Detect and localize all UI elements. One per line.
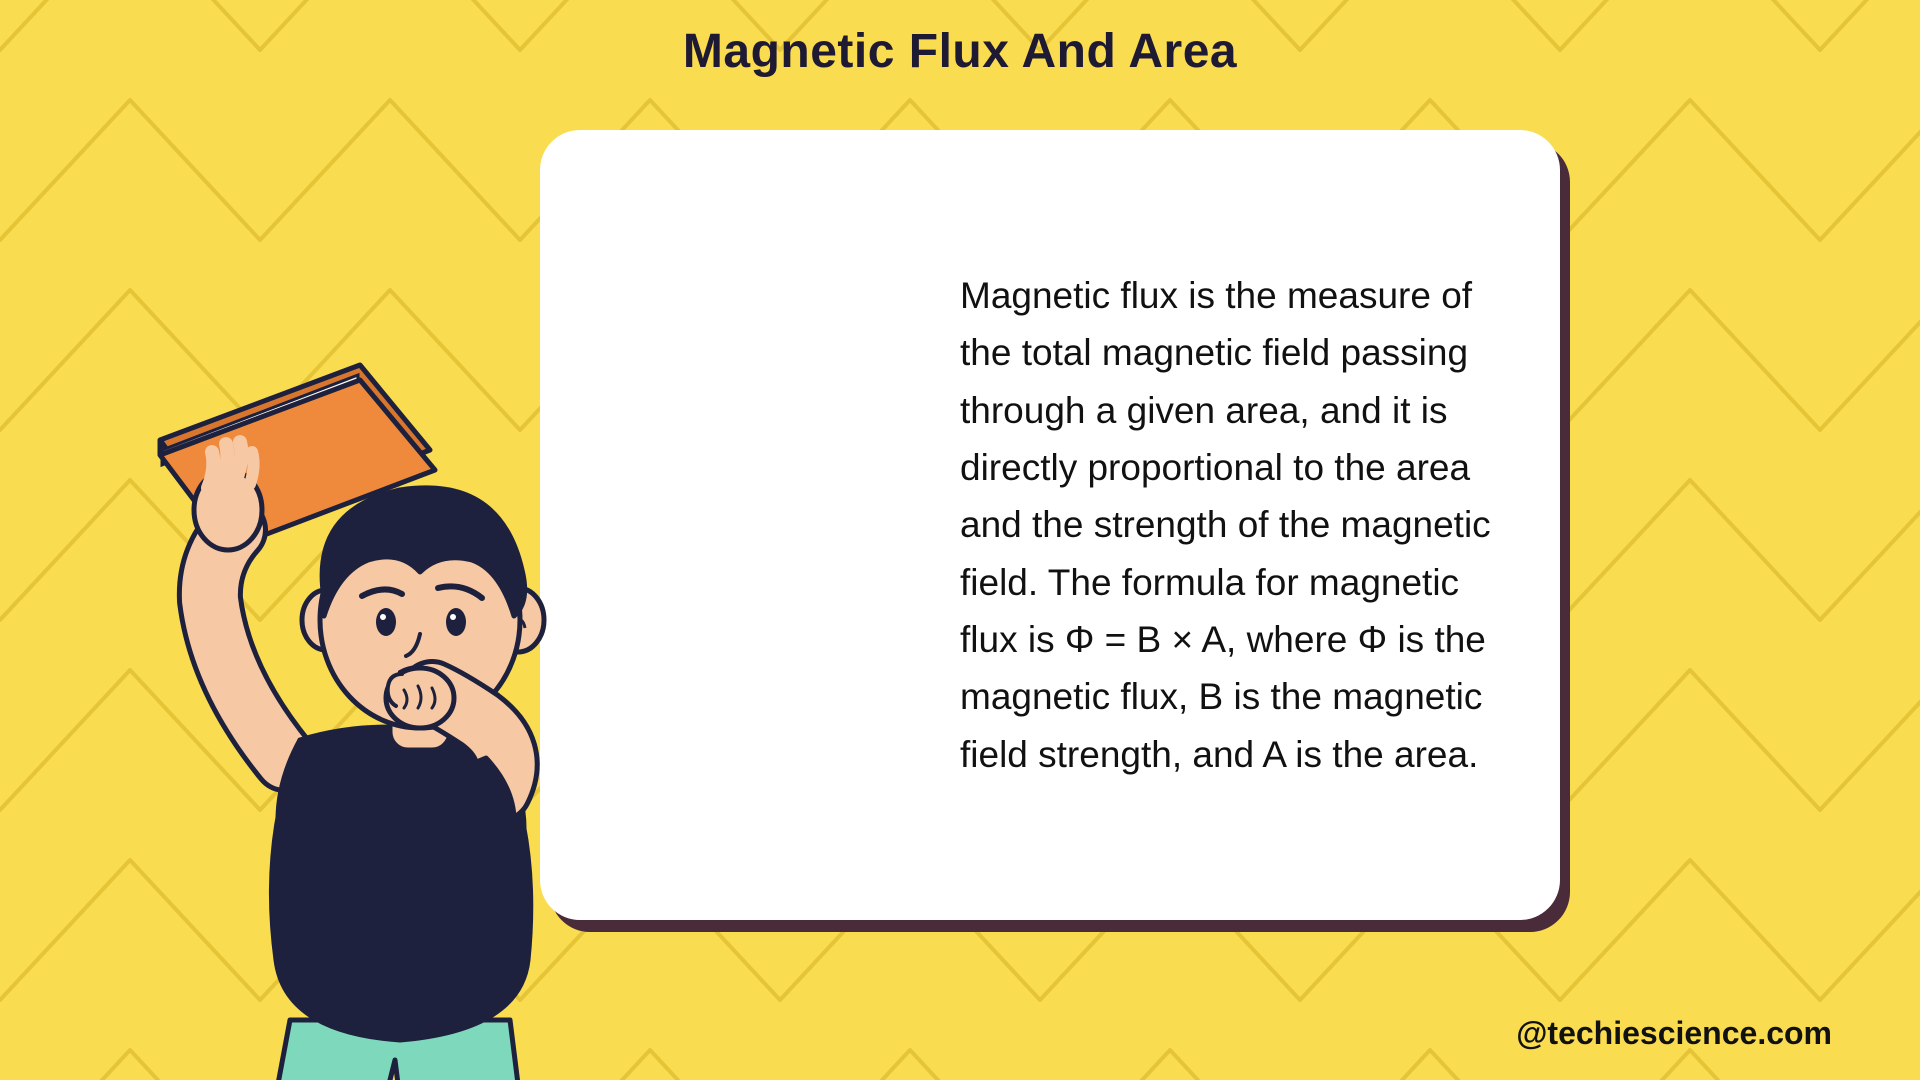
slide-stage: Magnetic Flux And Area Magnetic flux is … bbox=[0, 0, 1920, 1080]
attribution-footer: @techiescience.com bbox=[1516, 1015, 1832, 1052]
thinking-boy-illustration bbox=[100, 320, 620, 1080]
body-text: Magnetic flux is the measure of the tota… bbox=[960, 267, 1500, 783]
content-card: Magnetic flux is the measure of the tota… bbox=[540, 130, 1560, 920]
slide-title: Magnetic Flux And Area bbox=[0, 24, 1920, 79]
